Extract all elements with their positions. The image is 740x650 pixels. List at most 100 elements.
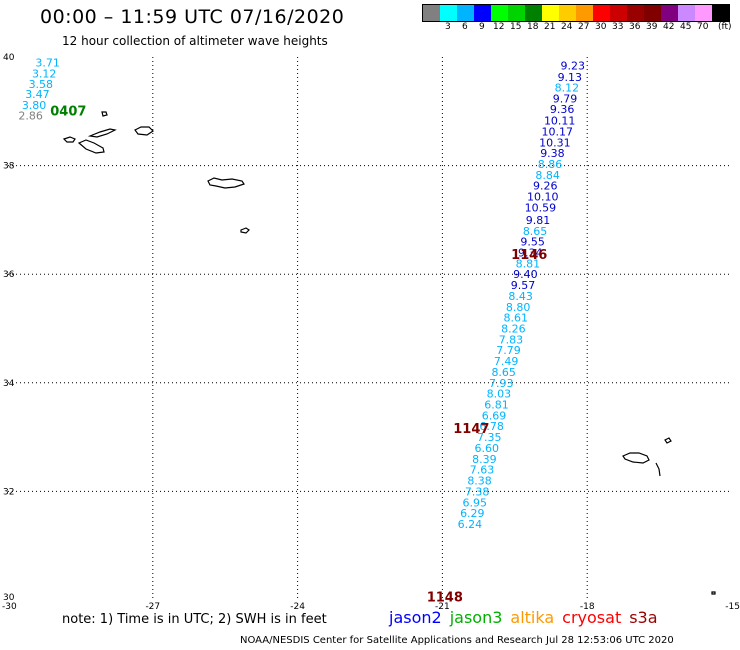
wave-height-value: 6.78 bbox=[479, 420, 504, 433]
wave-height-value: 8.84 bbox=[535, 169, 560, 182]
colorbar-swatch bbox=[440, 5, 457, 21]
colorbar-swatch bbox=[712, 5, 729, 21]
wave-height-value: 9.81 bbox=[526, 214, 551, 227]
wave-height-value: 3.80 bbox=[22, 99, 47, 112]
wave-height-value: 7.79 bbox=[496, 344, 521, 357]
wave-height-value: 8.38 bbox=[467, 475, 492, 488]
wave-height-value: 2.86 bbox=[18, 110, 43, 123]
lon-tick-label: -21 bbox=[435, 602, 450, 612]
wave-height-value: 6.69 bbox=[482, 409, 507, 422]
pass-time-label: 1146 bbox=[511, 248, 547, 263]
page-title: 00:00 – 11:59 UTC 07/16/2020 bbox=[40, 6, 345, 28]
lat-tick-label: 36 bbox=[3, 270, 15, 280]
wave-height-value: 9.34 bbox=[518, 246, 543, 259]
pass-time-label: 1147 bbox=[453, 422, 489, 437]
selvagens-island bbox=[711, 591, 716, 595]
wave-height-colorbar bbox=[422, 4, 730, 22]
wave-height-value: 9.57 bbox=[511, 279, 536, 292]
legend-item: jason3 bbox=[449, 608, 503, 627]
wave-height-value: 8.61 bbox=[504, 312, 529, 325]
colorbar-swatch bbox=[423, 5, 440, 21]
wave-height-value: 10.11 bbox=[544, 115, 576, 128]
legend-item: s3a bbox=[629, 608, 658, 627]
wave-height-value: 7.63 bbox=[470, 464, 495, 477]
azores-island-graciosa bbox=[101, 111, 108, 117]
altimeter-tracks: 3.713.123.583.473.802.86 9.239.138.129.79… bbox=[18, 56, 585, 531]
wave-height-value: 8.81 bbox=[516, 257, 541, 270]
colorbar-label: 36 bbox=[629, 22, 641, 32]
wave-height-value: 9.23 bbox=[560, 60, 585, 73]
lon-tick-label: -18 bbox=[580, 602, 595, 612]
colorbar-swatch bbox=[576, 5, 593, 21]
colorbar-swatch bbox=[491, 5, 508, 21]
page-subtitle: 12 hour collection of altimeter wave hei… bbox=[62, 34, 328, 48]
wave-height-value: 7.38 bbox=[465, 485, 490, 498]
wave-height-value: 8.26 bbox=[501, 323, 526, 336]
colorbar-swatch bbox=[627, 5, 644, 21]
wave-height-value: 8.03 bbox=[487, 388, 512, 401]
colorbar-label: 70 bbox=[697, 22, 709, 32]
wave-height-value: 8.80 bbox=[506, 301, 531, 314]
wave-height-value: 8.12 bbox=[555, 81, 580, 94]
colorbar-unit: (ft) bbox=[718, 22, 732, 32]
lon-tick-label: -24 bbox=[290, 602, 305, 612]
azores-island-terceira bbox=[134, 126, 154, 136]
wave-height-value: 6.29 bbox=[460, 507, 485, 520]
colorbar-swatch bbox=[457, 5, 474, 21]
colorbar-swatch bbox=[542, 5, 559, 21]
colorbar-swatch bbox=[525, 5, 542, 21]
legend-item: altika bbox=[510, 608, 555, 627]
colorbar-label: 30 bbox=[595, 22, 607, 32]
lat-tick-label: 30 bbox=[3, 593, 15, 603]
porto-santo-island bbox=[664, 437, 672, 444]
wave-height-value: 3.12 bbox=[32, 67, 57, 80]
satellite-legend: jason2 jason3 altika cryosat s3a bbox=[389, 608, 666, 627]
track-pass-labels: 0407 1146 1147 1148 bbox=[50, 104, 547, 605]
azores-island-faial bbox=[77, 139, 105, 154]
colorbar-label: 33 bbox=[612, 22, 624, 32]
wave-height-value: 7.49 bbox=[494, 355, 519, 368]
wave-height-value: 6.81 bbox=[484, 399, 509, 412]
colorbar-swatch bbox=[678, 5, 695, 21]
lon-tick-label: -15 bbox=[725, 602, 740, 612]
lat-tick-label: 32 bbox=[3, 487, 14, 497]
colorbar-label: 15 bbox=[510, 22, 522, 32]
lat-tick-label: 34 bbox=[3, 379, 15, 389]
pass-time-label: 1148 bbox=[427, 590, 463, 605]
colorbar-swatch bbox=[474, 5, 491, 21]
azores-island-smaria bbox=[240, 227, 250, 234]
azores-island-smiguel bbox=[207, 177, 245, 189]
wave-height-value: 7.35 bbox=[477, 431, 502, 444]
colorbar-swatch bbox=[695, 5, 712, 21]
wave-height-value: 8.43 bbox=[508, 290, 533, 303]
wave-height-value: 10.59 bbox=[525, 201, 557, 214]
wave-height-value: 8.86 bbox=[538, 158, 563, 171]
wave-height-value: 8.39 bbox=[472, 453, 497, 466]
wave-height-value: 10.10 bbox=[527, 191, 559, 204]
madeira-island bbox=[622, 452, 650, 464]
colorbar-label: 6 bbox=[462, 22, 468, 32]
colorbar-swatch bbox=[508, 5, 525, 21]
colorbar-label: 45 bbox=[680, 22, 692, 32]
wave-height-value: 9.40 bbox=[513, 268, 538, 281]
colorbar-label: 21 bbox=[544, 22, 556, 32]
azores-island-sjorge bbox=[87, 128, 117, 138]
colorbar-label: 24 bbox=[561, 22, 573, 32]
colorbar-label: 39 bbox=[646, 22, 658, 32]
wave-height-value: 6.24 bbox=[458, 518, 483, 531]
wave-height-value: 8.65 bbox=[523, 225, 548, 238]
legend-item: cryosat bbox=[562, 608, 622, 627]
lat-tick-label: 40 bbox=[3, 53, 15, 63]
wave-height-value: 9.55 bbox=[520, 236, 545, 249]
wave-height-value: 10.31 bbox=[539, 136, 571, 149]
axis-labels: -30 -27 -24 -21 -18 -15 30 32 34 36 38 40 bbox=[2, 53, 740, 612]
wave-height-value: 6.95 bbox=[462, 496, 487, 509]
colorbar-label: 27 bbox=[578, 22, 590, 32]
lon-tick-label: -30 bbox=[2, 602, 17, 612]
azores-island-west bbox=[62, 136, 76, 143]
wave-height-value: 6.60 bbox=[475, 442, 500, 455]
wave-height-value: 3.47 bbox=[25, 88, 50, 101]
colorbar-label: 9 bbox=[479, 22, 485, 32]
